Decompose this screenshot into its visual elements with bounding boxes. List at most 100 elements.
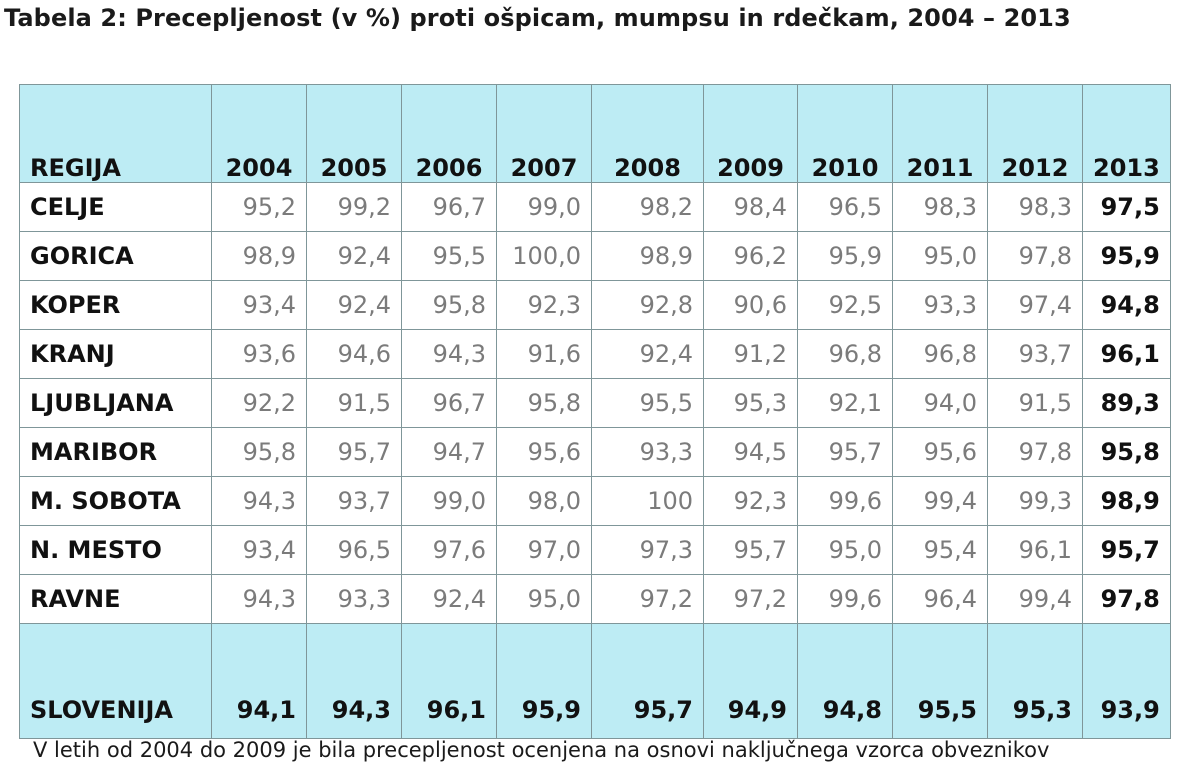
table-cell: 96,8 bbox=[797, 329, 893, 379]
table-cell: 96,1 bbox=[987, 525, 1083, 575]
table-cell: 95,0 bbox=[797, 525, 893, 575]
table-row: CELJE 95,2 99,2 96,7 99,0 98,2 98,4 96,5… bbox=[19, 182, 1171, 232]
table-cell: 96,7 bbox=[401, 378, 497, 428]
region-name: N. MESTO bbox=[19, 525, 212, 575]
table-title: Tabela 2: Precepljenost (v %) proti ošpi… bbox=[4, 4, 1071, 32]
year-column-header: 2005 bbox=[306, 84, 402, 183]
table-cell: 94,3 bbox=[401, 329, 497, 379]
table-cell: 99,0 bbox=[401, 476, 497, 526]
region-name: MARIBOR bbox=[19, 427, 212, 477]
table-row: N. MESTO 93,4 96,5 97,6 97,0 97,3 95,7 9… bbox=[19, 525, 1171, 575]
table-cell: 95,5 bbox=[591, 378, 704, 428]
table-cell: 93,7 bbox=[306, 476, 402, 526]
total-cell: 94,8 bbox=[797, 623, 893, 739]
table-cell: 92,3 bbox=[496, 280, 592, 330]
table-cell: 97,4 bbox=[987, 280, 1083, 330]
table-cell: 93,3 bbox=[892, 280, 988, 330]
year-column-header: 2007 bbox=[496, 84, 592, 183]
total-row: SLOVENIJA 94,1 94,3 96,1 95,9 95,7 94,9 … bbox=[19, 623, 1171, 739]
table-cell: 95,6 bbox=[496, 427, 592, 477]
table-cell: 94,6 bbox=[306, 329, 402, 379]
footnote: V letih od 2004 do 2009 je bila preceplj… bbox=[33, 738, 1050, 762]
table-cell-2013: 95,8 bbox=[1082, 427, 1171, 477]
table-cell: 95,9 bbox=[797, 231, 893, 281]
table-cell: 95,8 bbox=[496, 378, 592, 428]
year-column-header: 2004 bbox=[211, 84, 307, 183]
table-cell: 95,0 bbox=[496, 574, 592, 624]
table-cell: 92,4 bbox=[401, 574, 497, 624]
table-cell: 99,6 bbox=[797, 574, 893, 624]
year-column-header: 2011 bbox=[892, 84, 988, 183]
table-cell: 92,3 bbox=[703, 476, 798, 526]
table-cell: 92,2 bbox=[211, 378, 307, 428]
year-column-header: 2012 bbox=[987, 84, 1083, 183]
table-cell: 95,7 bbox=[306, 427, 402, 477]
table-row: RAVNE 94,3 93,3 92,4 95,0 97,2 97,2 99,6… bbox=[19, 574, 1171, 624]
table-cell: 99,0 bbox=[496, 182, 592, 232]
table-cell: 94,3 bbox=[211, 476, 307, 526]
table-cell: 95,4 bbox=[892, 525, 988, 575]
table-cell: 97,8 bbox=[987, 427, 1083, 477]
table-cell: 92,5 bbox=[797, 280, 893, 330]
year-column-header: 2008 bbox=[591, 84, 704, 183]
total-cell: 96,1 bbox=[401, 623, 497, 739]
region-name: KRANJ bbox=[19, 329, 212, 379]
year-column-header: 2010 bbox=[797, 84, 893, 183]
table-cell: 95,2 bbox=[211, 182, 307, 232]
header-row: REGIJA 2004 2005 2006 2007 2008 2009 201… bbox=[19, 84, 1171, 183]
table-cell-2013: 94,8 bbox=[1082, 280, 1171, 330]
total-cell: 95,3 bbox=[987, 623, 1083, 739]
table-cell-2013: 98,9 bbox=[1082, 476, 1171, 526]
table-row: MARIBOR 95,8 95,7 94,7 95,6 93,3 94,5 95… bbox=[19, 427, 1171, 477]
region-name: RAVNE bbox=[19, 574, 212, 624]
table-cell: 98,3 bbox=[892, 182, 988, 232]
table-row: M. SOBOTA 94,3 93,7 99,0 98,0 100 92,3 9… bbox=[19, 476, 1171, 526]
table-cell: 90,6 bbox=[703, 280, 798, 330]
total-cell: 94,9 bbox=[703, 623, 798, 739]
table-cell: 100 bbox=[591, 476, 704, 526]
table-cell-2013: 95,7 bbox=[1082, 525, 1171, 575]
table-cell: 91,5 bbox=[987, 378, 1083, 428]
table-cell: 99,2 bbox=[306, 182, 402, 232]
year-column-header: 2009 bbox=[703, 84, 798, 183]
table-cell: 100,0 bbox=[496, 231, 592, 281]
table-cell: 93,3 bbox=[591, 427, 704, 477]
table-cell: 95,5 bbox=[401, 231, 497, 281]
table-cell: 94,7 bbox=[401, 427, 497, 477]
table-cell: 95,7 bbox=[797, 427, 893, 477]
region-name: GORICA bbox=[19, 231, 212, 281]
table-cell: 98,9 bbox=[591, 231, 704, 281]
table-cell: 98,9 bbox=[211, 231, 307, 281]
table-cell: 92,8 bbox=[591, 280, 704, 330]
table-cell: 93,4 bbox=[211, 525, 307, 575]
table-cell: 93,3 bbox=[306, 574, 402, 624]
table-cell: 92,1 bbox=[797, 378, 893, 428]
table-cell: 92,4 bbox=[591, 329, 704, 379]
total-cell: 94,3 bbox=[306, 623, 402, 739]
table-cell-2013: 89,3 bbox=[1082, 378, 1171, 428]
table-cell: 97,8 bbox=[987, 231, 1083, 281]
vaccination-table: REGIJA 2004 2005 2006 2007 2008 2009 201… bbox=[19, 84, 1171, 739]
table-cell: 92,4 bbox=[306, 280, 402, 330]
region-name: M. SOBOTA bbox=[19, 476, 212, 526]
table-row: KRANJ 93,6 94,6 94,3 91,6 92,4 91,2 96,8… bbox=[19, 329, 1171, 379]
total-region-name: SLOVENIJA bbox=[19, 623, 212, 739]
table-cell: 98,0 bbox=[496, 476, 592, 526]
table-cell: 99,6 bbox=[797, 476, 893, 526]
table-cell: 95,8 bbox=[401, 280, 497, 330]
region-name: LJUBLJANA bbox=[19, 378, 212, 428]
table-cell: 97,2 bbox=[703, 574, 798, 624]
table-cell-2013: 97,8 bbox=[1082, 574, 1171, 624]
region-column-header: REGIJA bbox=[19, 84, 212, 183]
region-name: CELJE bbox=[19, 182, 212, 232]
table-cell: 91,2 bbox=[703, 329, 798, 379]
table-cell: 97,0 bbox=[496, 525, 592, 575]
table-cell: 96,4 bbox=[892, 574, 988, 624]
table-cell: 91,5 bbox=[306, 378, 402, 428]
year-column-header: 2006 bbox=[401, 84, 497, 183]
total-cell: 95,9 bbox=[496, 623, 592, 739]
table-cell: 94,3 bbox=[211, 574, 307, 624]
table-cell: 91,6 bbox=[496, 329, 592, 379]
table-cell: 95,8 bbox=[211, 427, 307, 477]
table-cell: 99,4 bbox=[987, 574, 1083, 624]
